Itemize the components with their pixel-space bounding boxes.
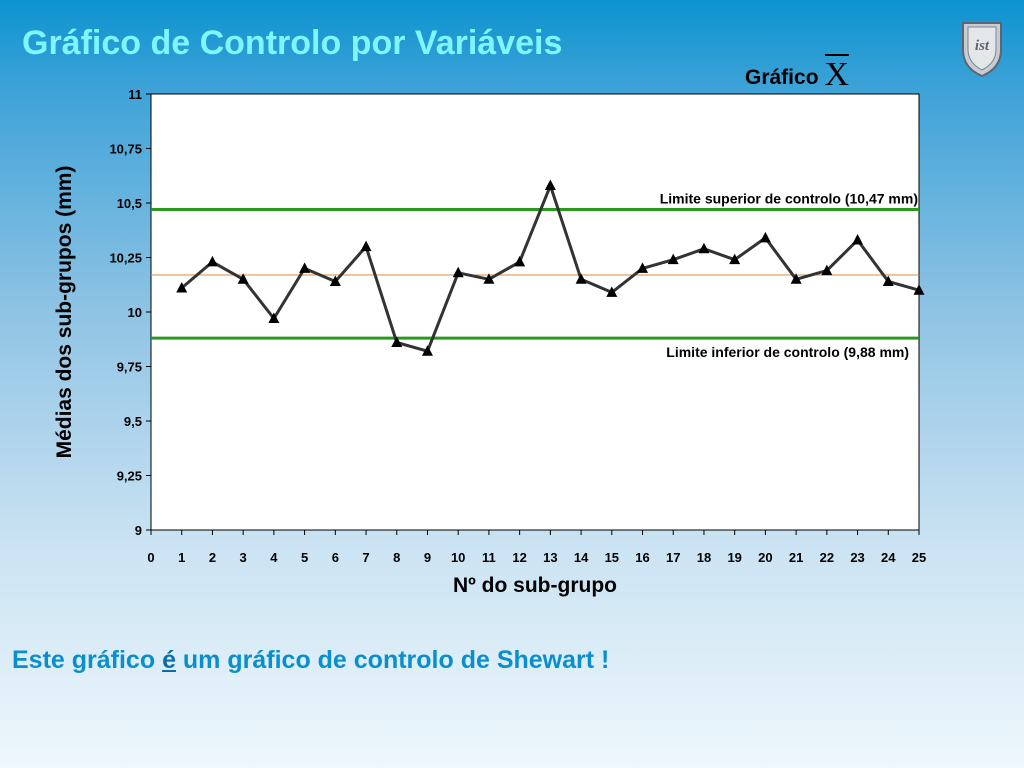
x-tick-label: 5: [301, 550, 308, 565]
y-tick-label: 10,75: [109, 142, 142, 157]
y-tick-label: 9: [135, 523, 142, 538]
y-tick-label: 10,5: [117, 196, 142, 211]
data-point: [452, 266, 464, 278]
x-tick-label: 4: [270, 550, 278, 565]
x-tick-label: 9: [424, 550, 431, 565]
y-tick-label: 10: [128, 305, 142, 320]
data-point: [237, 273, 249, 284]
lcl-label: Limite inferior de controlo (9,88 mm): [666, 344, 909, 360]
data-point: [821, 264, 833, 276]
x-tick-label: 24: [881, 550, 896, 565]
y-axis: 9 9,25 9,5 9,75 10 10,25 10,5 10,75 11: [109, 87, 151, 538]
footer-text: Este gráfico é um gráfico de controlo de…: [12, 646, 609, 675]
data-point: [606, 286, 618, 297]
ucl-label: Limite superior de controlo (10,47 mm): [660, 191, 918, 207]
x-tick-label: 14: [574, 550, 589, 565]
x-tick-label: 2: [209, 550, 216, 565]
data-point: [544, 179, 556, 191]
chart-heading-label: Gráfico: [745, 66, 819, 89]
series-group: [176, 179, 925, 356]
x-tick-label: 12: [512, 550, 526, 565]
footer-text-start: Este gráfico: [12, 646, 163, 674]
x-tick-label: 8: [393, 550, 400, 565]
y-tick-label: 9,25: [117, 469, 142, 484]
logo-text: ist: [975, 38, 990, 54]
y-tick-label: 9,5: [124, 414, 142, 429]
x-tick-label: 6: [332, 550, 339, 565]
data-point: [206, 255, 218, 267]
x-tick-label: 23: [850, 550, 864, 565]
data-point: [852, 234, 864, 245]
x-tick-label: 21: [789, 550, 803, 565]
data-point: [882, 275, 894, 286]
data-point: [391, 336, 403, 348]
data-point: [759, 231, 771, 243]
data-point: [575, 273, 587, 284]
data-point: [790, 273, 802, 284]
footer-text-emphasis: é: [162, 646, 176, 674]
slide-title: Gráfico de Controlo por Variáveis: [22, 24, 563, 62]
y-tick-label: 11: [128, 87, 142, 102]
data-point: [329, 275, 341, 286]
y-tick-label: 10,25: [109, 251, 142, 266]
data-point: [514, 255, 526, 267]
data-point: [299, 262, 311, 273]
data-point: [698, 242, 710, 254]
x-tick-label: 18: [697, 550, 711, 565]
x-tick-label: 0: [147, 550, 154, 565]
x-tick-label: 22: [820, 550, 834, 565]
footer-text-end: um gráfico de controlo de Shewart !: [175, 646, 610, 674]
data-point: [913, 284, 925, 295]
x-tick-label: 20: [758, 550, 772, 565]
x-tick-label: 11: [482, 550, 496, 565]
data-point: [637, 262, 649, 273]
x-tick-label: 1: [178, 550, 185, 565]
y-tick-label: 9,75: [117, 360, 142, 375]
x-tick-label: 25: [912, 550, 926, 565]
x-axis-label: Nº do sub-grupo: [453, 574, 617, 597]
x-tick-label: 15: [605, 550, 619, 565]
x-tick-label: 7: [362, 550, 369, 565]
plot-area: [150, 93, 920, 531]
x-tick-label: 10: [451, 550, 465, 565]
chart-heading: Gráfico X: [745, 50, 850, 93]
x-axis: 0 1 2 3 4 5 6 7 8 9 10 11 12 13 14 15 16 17 18 19 20 21 22 23 24…: [147, 530, 926, 565]
y-axis-label: Médias dos sub-grupos (mm): [53, 166, 76, 459]
data-point: [667, 253, 679, 265]
university-logo: ist: [962, 22, 1002, 78]
x-tick-label: 3: [240, 550, 247, 565]
data-point: [360, 240, 372, 252]
data-point: [176, 282, 188, 293]
x-tick-label: 13: [543, 550, 557, 565]
data-point: [729, 253, 741, 265]
data-point: [483, 273, 495, 284]
x-tick-label: 19: [727, 550, 741, 565]
x-tick-label: 17: [666, 550, 680, 565]
data-point: [268, 312, 280, 324]
x-tick-label: 16: [635, 550, 649, 565]
data-point: [421, 345, 433, 356]
x-bar-symbol: X: [824, 54, 850, 93]
